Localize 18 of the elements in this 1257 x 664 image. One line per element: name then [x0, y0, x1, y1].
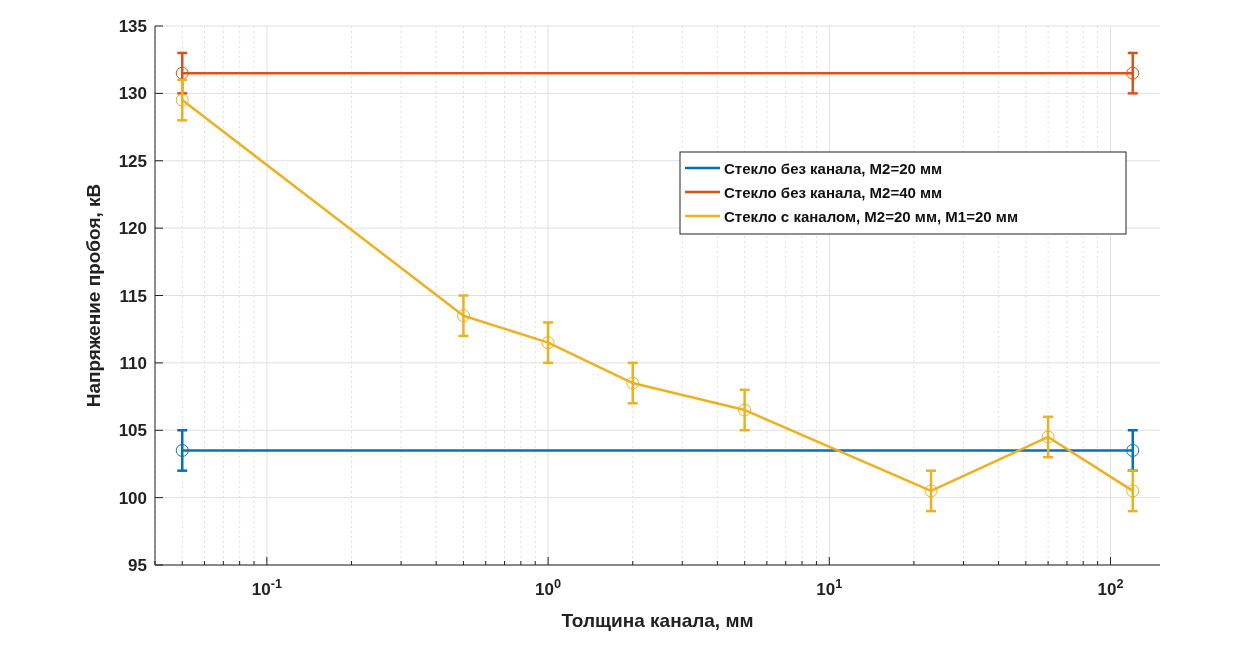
y-tick-label: 95: [128, 556, 147, 575]
legend-label: Стекло без канала, M2=40 мм: [724, 184, 943, 201]
y-tick-label: 110: [119, 353, 147, 373]
y-axis-title: Напряжение пробоя, кВ: [83, 183, 104, 408]
y-tick-label: 130: [118, 84, 147, 104]
x-tick-label: 10$^{2}$: [1097, 575, 1124, 599]
y-tick-label: 105: [118, 421, 147, 441]
x-tick-label: 10$^{0}$: [535, 575, 562, 599]
x-tick-label: 10$^{-1}$: [251, 575, 283, 599]
y-tick-label: 115: [119, 286, 147, 306]
legend-label: Стекло без канала, M2=20 мм: [724, 160, 943, 177]
legend-label: Стекло с каналом, M2=20 мм, M1=20 мм: [724, 208, 1018, 225]
x-axis-title: Толщина канала, мм: [561, 610, 754, 631]
x-tick-label: 10$^{1}$: [816, 575, 843, 599]
y-tick-label: 120: [118, 219, 147, 239]
y-tick-label: 100: [118, 488, 147, 508]
y-tick-label: 135: [118, 17, 147, 36]
y-tick-label: 125: [118, 151, 147, 171]
